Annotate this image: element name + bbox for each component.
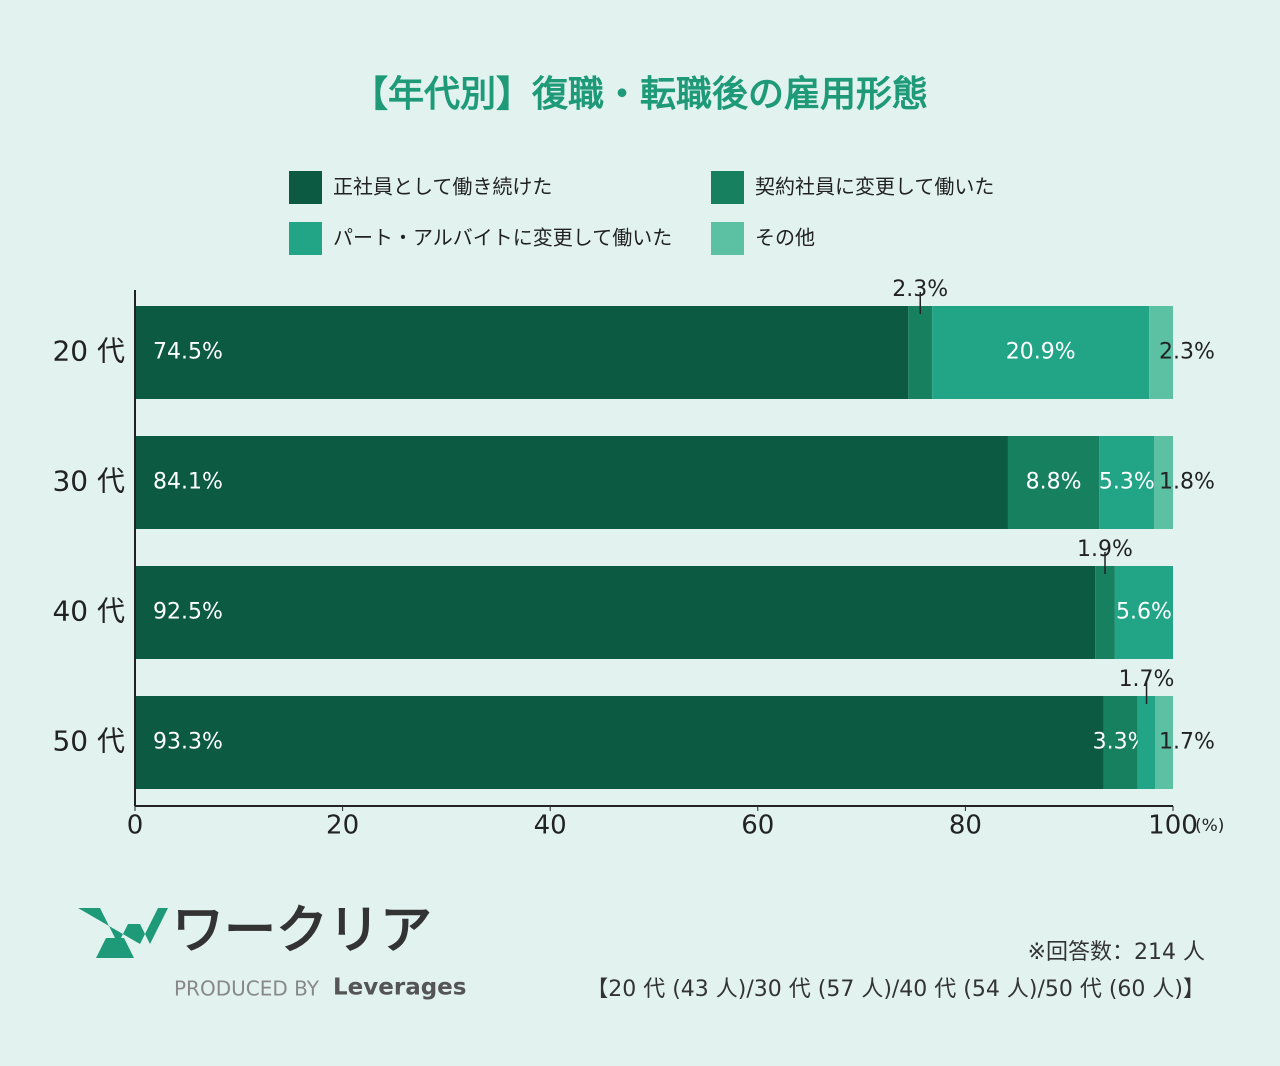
x-tick-label: 100 bbox=[1148, 811, 1198, 841]
bar-segment bbox=[1154, 436, 1173, 529]
y-tick-label: 50 代 bbox=[52, 725, 125, 758]
x-tick-label: 60 bbox=[741, 811, 774, 841]
bar-segment bbox=[1095, 566, 1115, 659]
legend-swatch bbox=[711, 222, 744, 255]
y-tick-label: 20 代 bbox=[52, 335, 125, 368]
chart-title: 【年代別】復職・転職後の雇用形態 bbox=[352, 74, 928, 115]
value-label: 84.1% bbox=[153, 470, 223, 495]
x-tick-label: 80 bbox=[949, 811, 982, 841]
y-tick-label: 40 代 bbox=[52, 595, 125, 628]
legend-swatch bbox=[711, 171, 744, 204]
value-label: 2.3% bbox=[892, 277, 948, 302]
bar-segment bbox=[135, 306, 909, 399]
value-label: 5.6% bbox=[1116, 600, 1172, 625]
x-axis-label: (%) bbox=[1195, 816, 1224, 836]
value-label: 1.8% bbox=[1159, 470, 1215, 495]
bar-segment bbox=[1114, 566, 1173, 659]
bar-segment bbox=[135, 436, 1008, 529]
legend-label: パート・アルバイトに変更して働いた bbox=[333, 226, 672, 250]
value-label: 1.7% bbox=[1119, 667, 1175, 692]
x-tick-label: 20 bbox=[326, 811, 359, 841]
bar-segment bbox=[908, 306, 933, 399]
legend-label: 契約社員に変更して働いた bbox=[755, 175, 994, 199]
value-label: 1.9% bbox=[1077, 537, 1133, 562]
x-tick-label: 0 bbox=[127, 811, 144, 841]
value-label: 5.3% bbox=[1099, 470, 1155, 495]
value-label: 92.5% bbox=[153, 600, 223, 625]
logo-mark bbox=[78, 908, 168, 958]
logo-name: ワークリア bbox=[172, 901, 432, 961]
note: ※回答数：214 人 bbox=[1028, 940, 1205, 965]
bar-segment bbox=[1149, 306, 1173, 399]
value-label: 93.3% bbox=[153, 730, 223, 755]
note: 【20 代 (43 人)/30 代 (57 人)/40 代 (54 人)/50 … bbox=[586, 977, 1205, 1002]
logo-produced: PRODUCED BY bbox=[174, 977, 320, 1001]
value-label: 2.3% bbox=[1159, 340, 1215, 365]
legend-swatch bbox=[289, 171, 322, 204]
value-label: 1.7% bbox=[1159, 730, 1215, 755]
bar-segment bbox=[932, 306, 1150, 399]
legend-swatch bbox=[289, 222, 322, 255]
legend-label: その他 bbox=[755, 226, 815, 250]
legend-label: 正社員として働き続けた bbox=[333, 175, 552, 199]
value-label: 20.9% bbox=[1006, 340, 1076, 365]
value-label: 74.5% bbox=[153, 340, 223, 365]
y-tick-label: 30 代 bbox=[52, 465, 125, 498]
bar-segment bbox=[135, 696, 1104, 789]
bar-segment bbox=[1103, 696, 1138, 789]
bar-segment bbox=[135, 566, 1096, 659]
bar-segment bbox=[1137, 696, 1156, 789]
logo-company: Leverages bbox=[333, 975, 466, 1001]
bar-segment bbox=[1155, 696, 1173, 789]
x-tick-label: 40 bbox=[534, 811, 567, 841]
bar-segment bbox=[1007, 436, 1100, 529]
value-label: 8.8% bbox=[1026, 470, 1082, 495]
bar-segment bbox=[1099, 436, 1155, 529]
